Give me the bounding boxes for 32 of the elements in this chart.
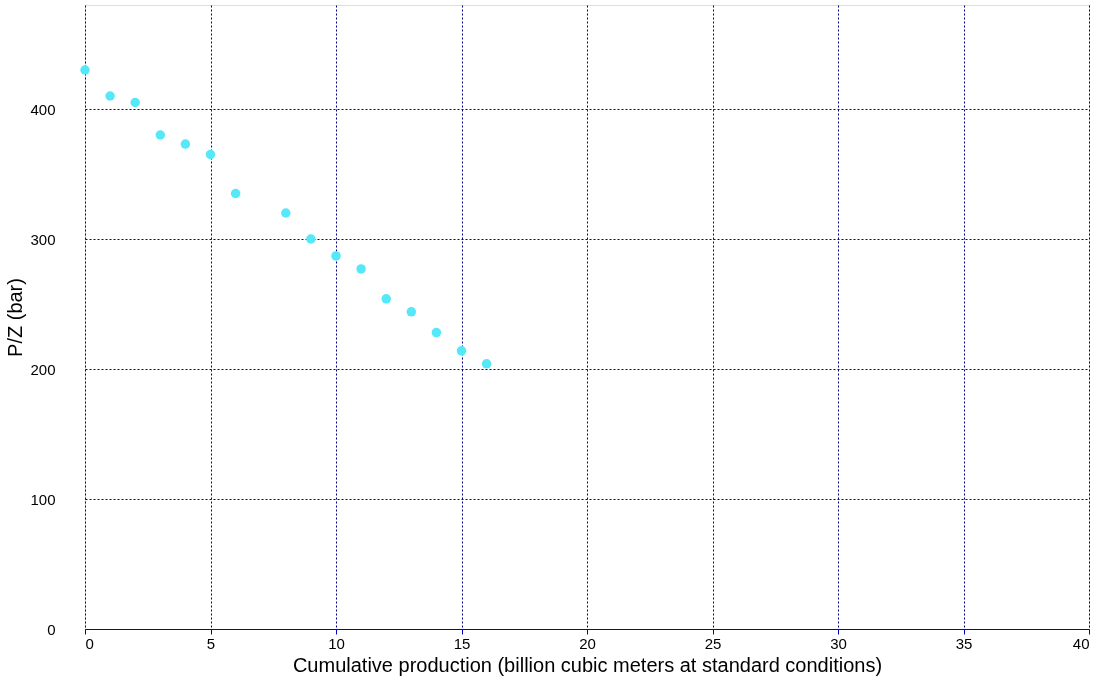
x-tick-label: 30: [830, 634, 847, 652]
point: [306, 234, 316, 244]
y-tick-label: 400: [30, 100, 56, 118]
x-tick-label: 0: [85, 634, 94, 652]
y-tick-label: 0: [47, 620, 56, 638]
x-tick-label: 5: [206, 634, 216, 652]
x-tick-label: 15: [453, 634, 471, 652]
y-tick-label: 200: [30, 360, 56, 378]
x-tick-label: 20: [579, 634, 596, 652]
point: [481, 359, 492, 369]
point: [356, 264, 366, 274]
y-tick-label: 100: [30, 490, 56, 508]
point: [331, 251, 341, 261]
x-tick-label: 40: [1072, 634, 1090, 652]
x-tick-label: 35: [955, 634, 973, 652]
x-tick-label: 25: [704, 634, 722, 652]
point: [180, 139, 191, 149]
point: [406, 307, 417, 317]
point: [130, 97, 140, 108]
point: [155, 130, 166, 140]
point: [381, 294, 391, 304]
point: [281, 208, 291, 218]
point: [456, 346, 467, 356]
x-tick-label: 10: [328, 634, 345, 652]
y-tick-label: 300: [30, 230, 56, 248]
point: [230, 188, 241, 199]
point: [431, 327, 442, 338]
y-axis-title: P/Z (bar): [4, 278, 27, 357]
x-axis-title: Cumulative production (billion cubic meters at standard conditions): [292, 653, 883, 676]
point: [105, 91, 115, 101]
point: [80, 65, 90, 75]
point: [205, 149, 216, 160]
